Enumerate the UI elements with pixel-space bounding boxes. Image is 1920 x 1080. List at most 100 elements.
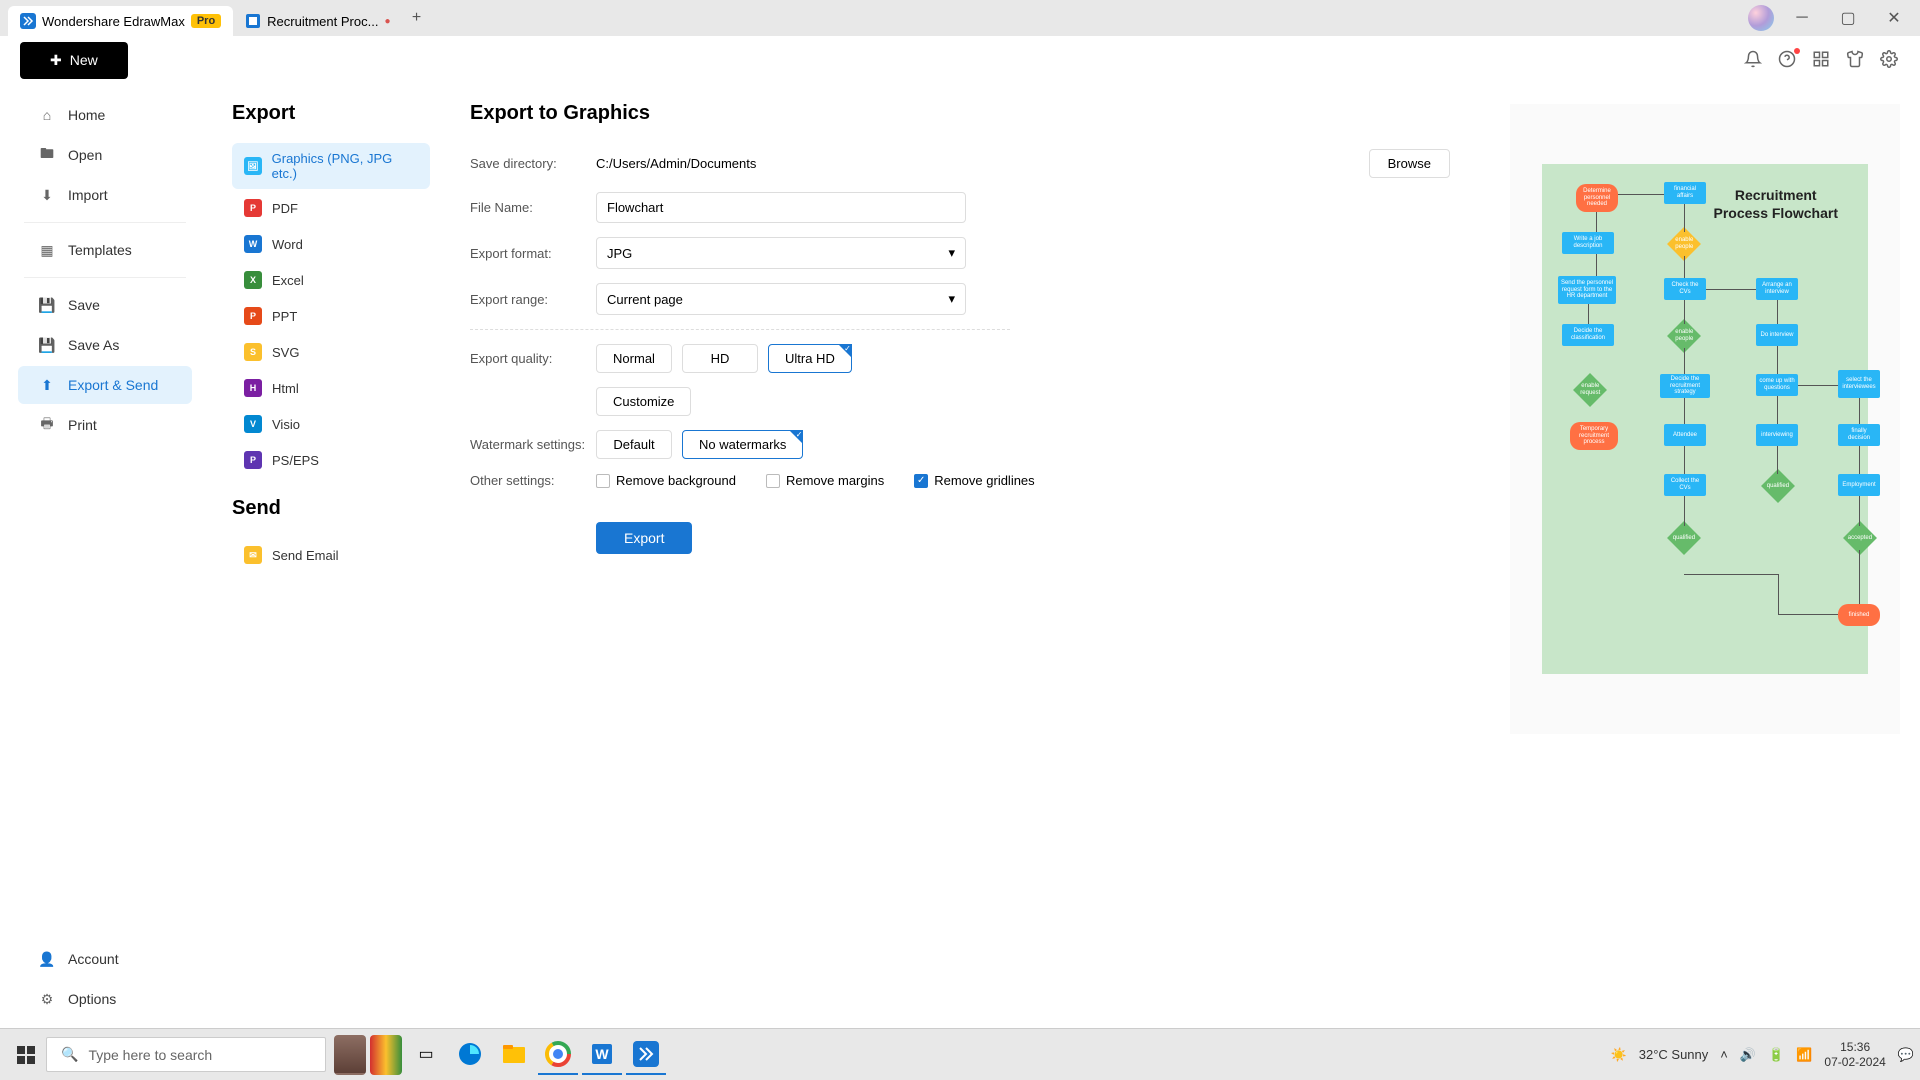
browse-button[interactable]: Browse [1369,149,1450,178]
start-button[interactable] [6,1035,46,1075]
savedir-value: C:/Users/Admin/Documents [596,156,1357,171]
tray-battery-icon[interactable]: 🔋 [1768,1047,1784,1063]
app-tab[interactable]: Wondershare EdrawMax Pro [8,6,233,36]
quality-ultrahd[interactable]: Ultra HD [768,344,852,373]
export-svg[interactable]: SSVG [232,335,430,369]
export-pdf[interactable]: PPDF [232,191,430,225]
task-people[interactable] [334,1035,366,1075]
send-email[interactable]: ✉Send Email [232,538,430,572]
customize-button[interactable]: Customize [596,387,691,416]
fc-node: interviewing [1756,424,1798,446]
quality-normal[interactable]: Normal [596,344,672,373]
help-icon[interactable] [1778,50,1798,70]
tray-speaker-icon[interactable]: 🔊 [1740,1047,1756,1063]
maximize-button[interactable]: ▢ [1830,4,1866,32]
nav-open[interactable]: 🖿Open [18,136,192,174]
task-view[interactable]: ▭ [406,1035,446,1075]
divider [24,277,186,278]
export-html[interactable]: HHtml [232,371,430,405]
export-visio[interactable]: VVisio [232,407,430,441]
task-edrawmax[interactable] [626,1035,666,1075]
nav-account[interactable]: 👤Account [18,940,192,978]
new-button[interactable]: ✚ New [20,42,128,79]
divider [24,222,186,223]
fc-connector [1684,300,1685,324]
settings-title: Export to Graphics [470,102,1450,125]
fc-node: qualified [1667,521,1701,555]
nav-saveas[interactable]: 💾Save As [18,326,192,364]
fc-node: finally decision [1838,424,1880,446]
task-word[interactable]: W [582,1035,622,1075]
task-chrome[interactable] [538,1035,578,1075]
document-tab[interactable]: Recruitment Proc... ● [233,6,402,36]
nav-import[interactable]: ⬇Import [18,176,192,214]
export-graphics[interactable]: 🖼Graphics (PNG, JPG etc.) [232,143,430,189]
fc-connector [1859,446,1860,474]
check-icon [789,430,803,444]
bell-icon[interactable] [1744,50,1764,70]
fc-connector [1588,304,1589,324]
cb-margins[interactable]: Remove margins [766,473,884,488]
format-select[interactable]: JPG▾ [596,237,966,269]
other-label: Other settings: [470,473,596,488]
check-icon [838,344,852,358]
gear-icon[interactable] [1880,50,1900,70]
nav-export[interactable]: ⬆Export & Send [18,366,192,404]
export-panel: Export 🖼Graphics (PNG, JPG etc.) PPDF WW… [210,84,430,1028]
new-tab-button[interactable]: + [402,4,430,32]
fc-connector [1777,396,1778,424]
fc-node: Employment [1838,474,1880,496]
shirt-icon[interactable] [1846,50,1866,70]
export-excel[interactable]: XExcel [232,263,430,297]
task-explorer[interactable] [494,1035,534,1075]
export-ppt[interactable]: PPPT [232,299,430,333]
range-label: Export range: [470,292,596,307]
filename-input[interactable] [596,192,966,223]
new-label: New [70,52,98,68]
modified-indicator: ● [384,16,390,27]
task-books[interactable] [370,1035,402,1075]
email-icon: ✉ [244,546,262,564]
nav-print[interactable]: 🖶Print [18,406,192,444]
send-title: Send [232,497,430,520]
search-box[interactable]: 🔍Type here to search [46,1037,326,1072]
nav-options[interactable]: ⚙Options [18,980,192,1018]
tray-notifications-icon[interactable]: 💬 [1898,1047,1914,1063]
watermark-label: Watermark settings: [470,437,596,452]
task-edge[interactable] [450,1035,490,1075]
weather[interactable]: 32°C Sunny [1639,1047,1709,1062]
quality-hd[interactable]: HD [682,344,758,373]
tray-clock[interactable]: 15:3607-02-2024 [1824,1040,1885,1069]
export-button[interactable]: Export [596,522,692,554]
close-button[interactable]: ✕ [1876,4,1912,32]
print-icon: 🖶 [38,416,56,434]
range-select[interactable]: Current page▾ [596,283,966,315]
fc-node: accepted [1843,521,1877,555]
fc-node: come up with questions [1756,374,1798,396]
grid-icon[interactable] [1812,50,1832,70]
export-word[interactable]: WWord [232,227,430,261]
nav-home[interactable]: ⌂Home [18,96,192,134]
fc-connector [1778,614,1838,615]
watermark-default[interactable]: Default [596,430,672,459]
preview-box: RecruitmentProcess Flowchart Determine p… [1510,104,1900,734]
tray-wifi-icon[interactable]: 📶 [1796,1047,1812,1063]
excel-icon: X [244,271,262,289]
user-avatar[interactable] [1748,5,1774,31]
fc-connector [1778,574,1779,614]
fc-connector [1777,300,1778,324]
fc-connector [1596,212,1597,232]
checkbox-checked-icon: ✓ [914,474,928,488]
fc-connector [1684,574,1778,575]
watermark-none[interactable]: No watermarks [682,430,803,459]
minimize-button[interactable]: ─ [1784,4,1820,32]
nav-save[interactable]: 💾Save [18,286,192,324]
cb-background[interactable]: Remove background [596,473,736,488]
tray-chevron-icon[interactable]: ˄ [1720,1047,1728,1062]
nav-templates[interactable]: ▦Templates [18,231,192,269]
export-ps[interactable]: PPS/EPS [232,443,430,477]
cb-gridlines[interactable]: ✓Remove gridlines [914,473,1034,488]
divider [470,329,1010,330]
fc-node: Write a job description [1562,232,1614,254]
saveas-icon: 💾 [38,336,56,354]
